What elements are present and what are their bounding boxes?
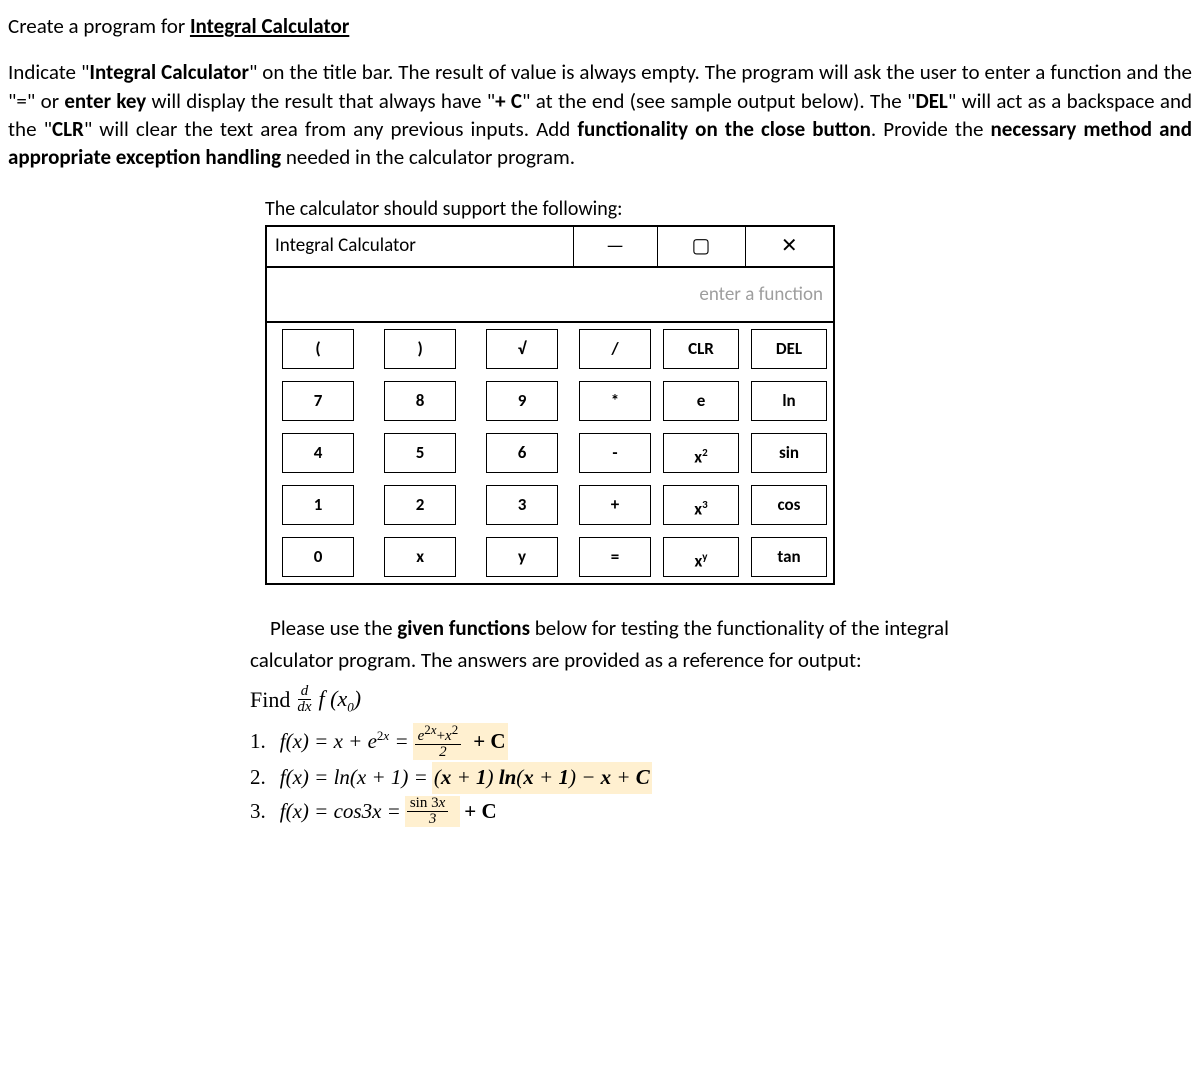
- button-row: ( ) √ / CLR DEL: [266, 322, 834, 375]
- five-button[interactable]: 5: [384, 433, 456, 473]
- button-row: 0 x y = xy tan: [266, 531, 834, 584]
- multiply-button[interactable]: *: [579, 381, 651, 421]
- one-button[interactable]: 1: [282, 485, 354, 525]
- heading-underline: Integral Calculator: [190, 13, 349, 39]
- button-row: 1 2 3 + x3 cos: [266, 479, 834, 531]
- testing-block: Please use the given functions below for…: [250, 613, 950, 827]
- testing-intro: Please use the given functions below for…: [250, 613, 950, 676]
- para-text: " will clear the text area from any prev…: [84, 116, 578, 142]
- example-3: 3. f(x) = cos3x = sin 3x 3 + C: [250, 796, 950, 828]
- heading-prefix: Create a program for: [8, 13, 190, 39]
- two-button[interactable]: 2: [384, 485, 456, 525]
- testing-bold: given functions: [397, 615, 530, 641]
- rparen-button[interactable]: ): [384, 329, 456, 369]
- para-text: Indicate ": [8, 59, 89, 85]
- equals-button[interactable]: =: [579, 537, 651, 577]
- sqrt-button[interactable]: √: [486, 329, 558, 369]
- title-bar: Integral Calculator — ▢ ✕: [266, 226, 834, 267]
- example-lhs: f(x) = cos3x =: [280, 796, 401, 828]
- find-line: Find d dx f (x0): [250, 682, 950, 717]
- rhs-fraction: sin 3x 3: [407, 796, 458, 827]
- four-button[interactable]: 4: [282, 433, 354, 473]
- example-rhs-highlight: (x + 1) ln(x + 1) − x + C: [432, 762, 652, 794]
- sin-button[interactable]: sin: [751, 433, 827, 473]
- para-text: will display the result that always have…: [146, 88, 495, 114]
- example-rhs-highlight: sin 3x 3: [405, 796, 460, 827]
- find-label: Find: [250, 683, 290, 716]
- maximize-icon[interactable]: ▢: [657, 226, 745, 267]
- three-button[interactable]: 3: [486, 485, 558, 525]
- para-bold: CLR: [52, 116, 84, 142]
- frac-den: 2: [436, 745, 450, 760]
- button-row: 7 8 9 * e ln: [266, 375, 834, 427]
- close-icon[interactable]: ✕: [745, 226, 834, 267]
- rhs-tail: + C: [473, 726, 505, 758]
- xsq-button[interactable]: x2: [663, 433, 739, 473]
- para-bold: functionality on the close button: [577, 116, 871, 142]
- divide-button[interactable]: /: [579, 329, 651, 369]
- del-button[interactable]: DEL: [751, 329, 827, 369]
- example-1: 1. f(x) = x + e2x = e2x+x2 2 + C: [250, 723, 950, 760]
- heading: Create a program for Integral Calculator: [8, 12, 1192, 40]
- lparen-button[interactable]: (: [282, 329, 354, 369]
- para-bold: + C: [495, 88, 522, 114]
- support-caption: The calculator should support the follow…: [265, 196, 935, 223]
- para-text: . Provide the: [871, 116, 991, 142]
- para-text: " at the end (see sample output below). …: [522, 88, 915, 114]
- frac-num: sin 3x: [407, 796, 448, 812]
- frac-den: dx: [294, 700, 314, 715]
- testing-text: Please use the: [270, 615, 397, 641]
- para-bold: DEL: [915, 88, 947, 114]
- rhs-fraction: e2x+x2 2: [415, 723, 472, 760]
- zero-button[interactable]: 0: [282, 537, 354, 577]
- example-number: 3.: [250, 796, 266, 828]
- description-paragraph: Indicate "Integral Calculator" on the ti…: [8, 58, 1192, 171]
- six-button[interactable]: 6: [486, 433, 558, 473]
- seven-button[interactable]: 7: [282, 381, 354, 421]
- eight-button[interactable]: 8: [384, 381, 456, 421]
- xcb-button[interactable]: x3: [663, 485, 739, 525]
- cos-button[interactable]: cos: [751, 485, 827, 525]
- para-bold: enter key: [64, 88, 146, 114]
- x-button[interactable]: x: [384, 537, 456, 577]
- clr-button[interactable]: CLR: [663, 329, 739, 369]
- para-text: needed in the calculator program.: [281, 144, 575, 170]
- minimize-icon[interactable]: —: [573, 226, 657, 267]
- button-row: 4 5 6 - x2 sin: [266, 427, 834, 479]
- ln-button[interactable]: ln: [751, 381, 827, 421]
- y-button[interactable]: y: [486, 537, 558, 577]
- frac-num: d: [298, 684, 312, 700]
- nine-button[interactable]: 9: [486, 381, 558, 421]
- example-number: 1.: [250, 726, 266, 758]
- example-2: 2. f(x) = ln(x + 1) = (x + 1) ln(x + 1) …: [250, 762, 950, 794]
- function-input[interactable]: enter a function: [266, 267, 834, 323]
- minus-button[interactable]: -: [579, 433, 651, 473]
- tan-button[interactable]: tan: [751, 537, 827, 577]
- plus-button[interactable]: +: [579, 485, 651, 525]
- example-rhs-highlight: e2x+x2 2 + C: [413, 723, 508, 760]
- calculator-mockup: Integral Calculator — ▢ ✕ enter a functi…: [265, 225, 835, 586]
- para-bold: Integral Calculator: [89, 59, 249, 85]
- frac-den: 3: [426, 812, 440, 827]
- example-lhs: f(x) = ln(x + 1) =: [280, 762, 428, 794]
- xpy-button[interactable]: xy: [663, 537, 739, 577]
- example-lhs: f(x) = x + e2x =: [280, 726, 409, 758]
- ddx-fraction: d dx: [294, 684, 314, 715]
- rhs-tail: + C: [464, 796, 496, 828]
- find-fx: f (x0): [319, 682, 362, 717]
- frac-num: e2x+x2: [415, 723, 462, 745]
- window-title: Integral Calculator: [266, 226, 573, 267]
- e-button[interactable]: e: [663, 381, 739, 421]
- example-number: 2.: [250, 762, 266, 794]
